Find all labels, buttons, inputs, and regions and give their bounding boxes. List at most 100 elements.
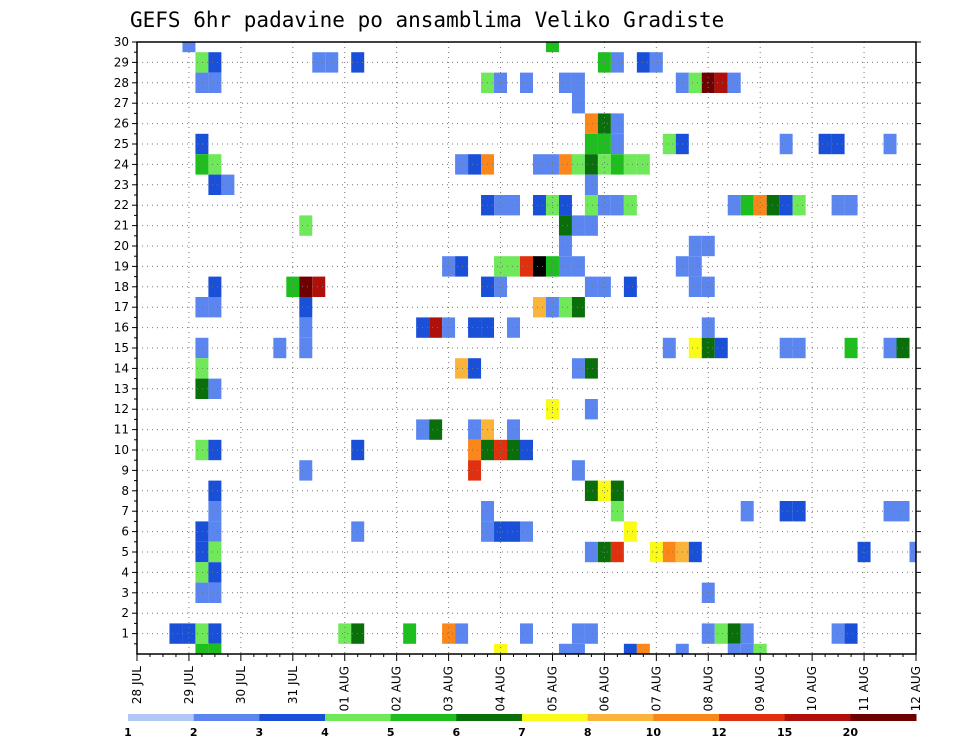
- colorbar-label: 3: [256, 726, 264, 739]
- heatmap-cell: [701, 235, 715, 257]
- y-tick-label: 8: [121, 484, 129, 498]
- y-tick-label: 14: [114, 361, 129, 375]
- x-tick-label: 04 AUG: [494, 666, 508, 711]
- x-tick-label: 29 JUL: [182, 666, 196, 704]
- heatmap-cell: [195, 582, 209, 603]
- y-tick-label: 26: [114, 117, 129, 131]
- heatmap-cell: [195, 378, 209, 399]
- heatmap-cell: [273, 337, 287, 359]
- x-tick-label: 02 AUG: [390, 666, 404, 711]
- heatmap-cell: [468, 439, 482, 461]
- y-tick-label: 2: [121, 606, 129, 620]
- heatmap-cell: [507, 521, 521, 542]
- heatmap-cell: [468, 358, 482, 379]
- x-tick-label: 31 JUL: [286, 666, 300, 704]
- y-tick-label: 20: [114, 239, 129, 253]
- colorbar-label: 20: [843, 726, 859, 739]
- heatmap-cell: [792, 195, 806, 216]
- heatmap-cell: [571, 72, 585, 93]
- heatmap-cell: [299, 337, 313, 359]
- heatmap-cell: [779, 195, 793, 216]
- heatmap-cell: [507, 439, 521, 461]
- heatmap-cell: [896, 501, 910, 522]
- heatmap-cell: [571, 460, 585, 481]
- colorbar-swatch: [784, 714, 851, 721]
- heatmap-cell: [494, 439, 508, 461]
- y-tick-label: 11: [114, 423, 129, 437]
- heatmap-cell: [455, 154, 469, 175]
- colorbar-swatch: [850, 714, 917, 721]
- heatmap-cell: [636, 643, 650, 654]
- heatmap-cell: [831, 133, 845, 155]
- y-tick-label: 15: [114, 341, 129, 355]
- y-tick-label: 5: [121, 545, 129, 559]
- heatmap-cell: [520, 439, 533, 461]
- y-tick-label: 1: [121, 627, 129, 641]
- heatmap-cell: [208, 154, 222, 175]
- heatmap-cell: [844, 623, 858, 644]
- heatmap-cell: [208, 480, 222, 501]
- colorbar-label: 1: [124, 726, 132, 739]
- heatmap-cell: [623, 521, 637, 542]
- heatmap-cell: [195, 358, 209, 379]
- heatmap-cell: [208, 72, 222, 93]
- heatmap-cell: [195, 337, 209, 359]
- heatmap-cell: [507, 256, 521, 277]
- heatmap-cell: [494, 276, 508, 297]
- heatmap-cell: [597, 480, 611, 501]
- x-tick-label: 08 AUG: [701, 666, 715, 711]
- y-tick-label: 12: [114, 402, 129, 416]
- y-tick-label: 10: [114, 443, 129, 457]
- heatmap-cell: [571, 358, 585, 379]
- heatmap-cell: [455, 623, 469, 644]
- heatmap-cell: [195, 52, 209, 73]
- y-tick-label: 4: [121, 565, 129, 579]
- heatmap-cell: [727, 72, 741, 93]
- colorbar-swatch: [325, 714, 392, 721]
- heatmap-cell: [195, 72, 209, 93]
- heatmap-cell: [520, 256, 533, 277]
- heatmap-cell: [208, 623, 222, 644]
- heatmap-cell: [831, 195, 845, 216]
- heatmap-cell: [688, 337, 702, 359]
- heatmap-cell: [597, 195, 611, 216]
- y-tick-label: 13: [114, 382, 129, 396]
- y-tick-label: 3: [121, 586, 129, 600]
- heatmap-cell: [623, 643, 637, 654]
- heatmap-cell: [442, 623, 456, 644]
- heatmap-cell: [558, 215, 572, 236]
- y-tick-label: 27: [114, 96, 129, 110]
- heatmap-cell: [468, 419, 482, 440]
- x-tick-label: 30 JUL: [234, 666, 248, 704]
- heatmap-cell: [714, 72, 728, 93]
- x-tick-label: 07 AUG: [649, 666, 663, 711]
- heatmap-cell: [844, 337, 858, 359]
- y-tick-label: 18: [114, 280, 129, 294]
- heatmap-cell: [208, 174, 222, 195]
- heatmap-cell: [507, 317, 521, 338]
- heatmap-cell: [195, 643, 209, 654]
- heatmap-cell: [883, 337, 897, 359]
- y-tick-label: 22: [114, 198, 129, 212]
- heatmap-cell: [727, 623, 741, 644]
- heatmap-cell: [571, 215, 585, 236]
- heatmap-cell: [688, 72, 702, 93]
- y-tick-label: 17: [114, 300, 129, 314]
- colorbar-label: 15: [777, 726, 792, 739]
- heatmap-cell: [727, 195, 741, 216]
- heatmap-cell: [338, 623, 352, 644]
- heatmap-cell: [520, 72, 533, 93]
- heatmap-cell: [208, 439, 222, 461]
- x-tick-label: 11 AUG: [857, 666, 871, 711]
- heatmap-cell: [208, 378, 222, 399]
- heatmap-cell: [584, 623, 598, 644]
- colorbar-label: 5: [387, 726, 395, 739]
- x-tick-label: 10 AUG: [805, 666, 819, 711]
- heatmap-cell: [571, 93, 585, 114]
- heatmap-cell: [182, 623, 196, 644]
- y-tick-label: 29: [114, 55, 129, 69]
- y-tick-label: 23: [114, 178, 129, 192]
- y-tick-label: 9: [121, 463, 129, 477]
- heatmap-cell: [494, 521, 508, 542]
- heatmap-cell: [169, 623, 183, 644]
